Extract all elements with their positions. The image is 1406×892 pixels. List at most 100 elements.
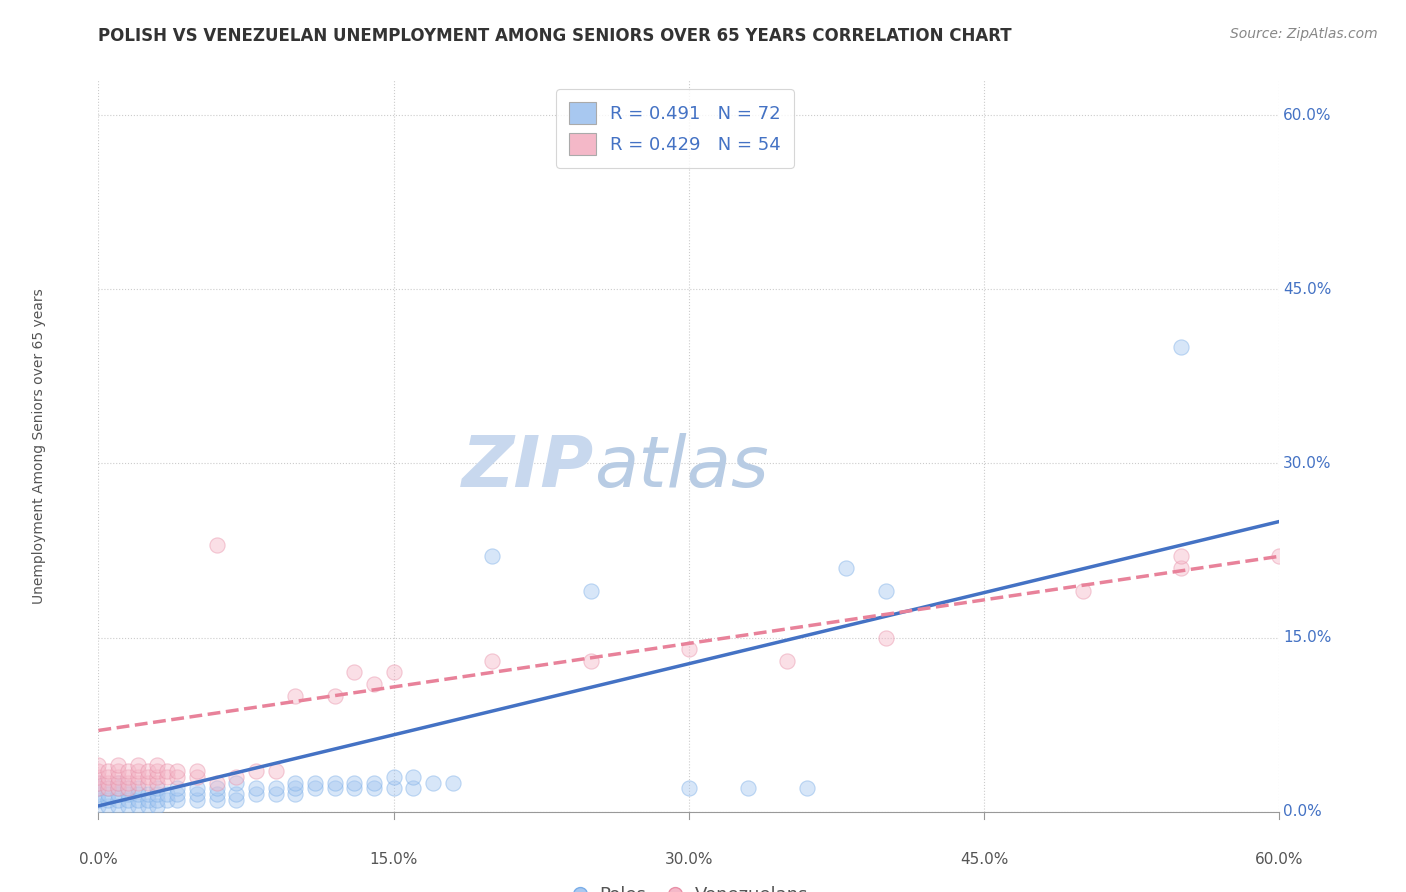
Point xyxy=(87,775,110,789)
Point xyxy=(97,770,120,784)
Point xyxy=(97,781,120,796)
Point xyxy=(205,538,228,552)
Point xyxy=(127,770,149,784)
Text: Source: ZipAtlas.com: Source: ZipAtlas.com xyxy=(1230,27,1378,41)
Point xyxy=(156,787,179,801)
Point xyxy=(107,758,129,772)
Point xyxy=(127,798,149,813)
Text: 45.0%: 45.0% xyxy=(960,852,1008,867)
Point xyxy=(441,775,464,789)
Text: atlas: atlas xyxy=(595,434,769,502)
Point xyxy=(136,798,159,813)
Point xyxy=(107,781,129,796)
Point xyxy=(107,775,129,789)
Point xyxy=(117,781,139,796)
Point xyxy=(776,654,799,668)
Point xyxy=(422,775,444,789)
Point xyxy=(136,787,159,801)
Text: 0.0%: 0.0% xyxy=(1284,805,1322,819)
Point xyxy=(107,793,129,807)
Point xyxy=(284,775,307,789)
Point xyxy=(186,793,208,807)
Point xyxy=(166,770,188,784)
Text: ZIP: ZIP xyxy=(463,434,595,502)
Text: 0.0%: 0.0% xyxy=(79,852,118,867)
Point xyxy=(284,787,307,801)
Point xyxy=(166,781,188,796)
Point xyxy=(402,770,425,784)
Point xyxy=(304,781,326,796)
Text: 45.0%: 45.0% xyxy=(1284,282,1331,297)
Point xyxy=(97,798,120,813)
Point xyxy=(117,770,139,784)
Point xyxy=(156,770,179,784)
Point xyxy=(136,764,159,778)
Text: 30.0%: 30.0% xyxy=(1284,456,1331,471)
Point xyxy=(1071,584,1094,599)
Point xyxy=(127,775,149,789)
Point xyxy=(87,775,110,789)
Point xyxy=(678,642,700,657)
Text: Unemployment Among Seniors over 65 years: Unemployment Among Seniors over 65 years xyxy=(32,288,46,604)
Point xyxy=(146,770,169,784)
Point xyxy=(323,689,346,703)
Point xyxy=(875,631,897,645)
Point xyxy=(117,787,139,801)
Point xyxy=(737,781,759,796)
Point xyxy=(186,787,208,801)
Point xyxy=(1170,561,1192,575)
Point xyxy=(1170,549,1192,564)
Point xyxy=(186,781,208,796)
Point xyxy=(107,770,129,784)
Point xyxy=(363,781,385,796)
Point xyxy=(156,793,179,807)
Point xyxy=(87,793,110,807)
Point xyxy=(107,775,129,789)
Text: 60.0%: 60.0% xyxy=(1256,852,1303,867)
Point xyxy=(87,787,110,801)
Point xyxy=(87,798,110,813)
Point xyxy=(127,758,149,772)
Point xyxy=(146,787,169,801)
Point xyxy=(323,781,346,796)
Point xyxy=(304,775,326,789)
Point xyxy=(146,758,169,772)
Point xyxy=(136,770,159,784)
Point xyxy=(97,764,120,778)
Point xyxy=(205,781,228,796)
Point xyxy=(87,758,110,772)
Point xyxy=(97,781,120,796)
Point xyxy=(97,775,120,789)
Point xyxy=(579,654,602,668)
Legend: Poles, Venezuelans: Poles, Venezuelans xyxy=(562,880,815,892)
Point xyxy=(97,793,120,807)
Point xyxy=(796,781,818,796)
Point xyxy=(205,793,228,807)
Point xyxy=(264,764,287,778)
Point xyxy=(264,787,287,801)
Point xyxy=(1268,549,1291,564)
Point xyxy=(107,764,129,778)
Point xyxy=(127,787,149,801)
Point xyxy=(225,793,247,807)
Point xyxy=(166,793,188,807)
Text: 30.0%: 30.0% xyxy=(665,852,713,867)
Point xyxy=(127,764,149,778)
Point xyxy=(264,781,287,796)
Point xyxy=(343,781,366,796)
Point xyxy=(875,584,897,599)
Point xyxy=(146,781,169,796)
Point xyxy=(136,793,159,807)
Point xyxy=(186,764,208,778)
Point xyxy=(97,787,120,801)
Point xyxy=(245,781,267,796)
Point xyxy=(166,787,188,801)
Point xyxy=(245,764,267,778)
Point xyxy=(382,665,405,680)
Point xyxy=(225,775,247,789)
Point xyxy=(107,787,129,801)
Point xyxy=(117,775,139,789)
Point xyxy=(481,549,503,564)
Point xyxy=(284,689,307,703)
Text: POLISH VS VENEZUELAN UNEMPLOYMENT AMONG SENIORS OVER 65 YEARS CORRELATION CHART: POLISH VS VENEZUELAN UNEMPLOYMENT AMONG … xyxy=(98,27,1012,45)
